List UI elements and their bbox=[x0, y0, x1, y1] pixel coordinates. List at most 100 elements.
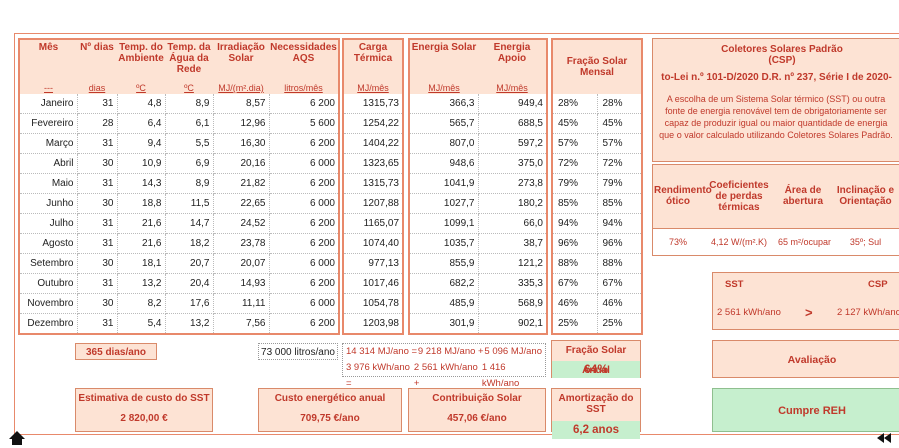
column-header: Nº dias bbox=[77, 39, 117, 83]
row: 485,9 568,9 bbox=[409, 293, 548, 314]
cell: 6 000 bbox=[269, 153, 340, 174]
total: 14 314 MJ/ano = bbox=[346, 346, 418, 357]
value: 2 820,00 € bbox=[120, 413, 168, 424]
header-row: Fração Solar Mensal bbox=[552, 39, 643, 94]
cell: 79% bbox=[597, 173, 643, 194]
csp-value: 35º; Sul bbox=[849, 236, 882, 247]
cell: 21,82 bbox=[213, 173, 270, 194]
unit-row: --- dias ºC ºC MJ/(m².dia) litros/mês bbox=[19, 83, 339, 94]
cell: 45% bbox=[552, 113, 598, 134]
row: 948,6 375,0 bbox=[409, 153, 548, 174]
cell: 94% bbox=[552, 213, 598, 234]
column-header: Temp. do Ambiente bbox=[117, 39, 165, 83]
cell: 807,0 bbox=[409, 133, 479, 154]
cell: 6 200 bbox=[269, 213, 340, 234]
cell: 31 bbox=[77, 173, 118, 194]
value: 709,75 €/ano bbox=[300, 413, 360, 424]
cell: 30 bbox=[77, 293, 118, 314]
sign: > bbox=[805, 305, 813, 320]
cell: 6,9 bbox=[165, 153, 214, 174]
label: Contribuição Solar bbox=[432, 393, 522, 404]
cell: 8,9 bbox=[165, 94, 214, 114]
value: 6,2 anos bbox=[552, 421, 640, 439]
row: Março 31 9,4 5,5 16,30 6 200 bbox=[19, 133, 340, 154]
total: 3 976 kWh/ano = bbox=[346, 362, 410, 389]
cell: 18,1 bbox=[117, 253, 166, 274]
column-header: Fração Solar Mensal bbox=[552, 39, 643, 94]
cell: 121,2 bbox=[478, 253, 548, 274]
cell: 96% bbox=[597, 233, 643, 254]
cell: 4,8 bbox=[117, 94, 166, 114]
cell: 14,3 bbox=[117, 173, 166, 194]
row: 67% 67% bbox=[552, 273, 643, 294]
annual-fraction: Fração Solar Anual 64% bbox=[551, 340, 641, 378]
total: 1 416 kWh/ano bbox=[481, 362, 520, 389]
evaluation: Avaliação bbox=[712, 340, 899, 378]
cell: 6,1 bbox=[165, 113, 214, 134]
energy-mj: 14 314 MJ/ano = 9 218 MJ/ano +5 096 MJ/an… bbox=[343, 344, 545, 360]
cell: 8,9 bbox=[165, 173, 214, 194]
csp-header: Coeficientes de perdas térmicas bbox=[703, 165, 775, 229]
cell: 14,93 bbox=[213, 273, 270, 294]
label: CSP bbox=[868, 279, 888, 290]
cell: 30 bbox=[77, 193, 118, 214]
header-row: Energia Solar Energia Apoio bbox=[409, 39, 547, 83]
cell: 902,1 bbox=[478, 313, 548, 335]
cell: 14,7 bbox=[165, 213, 214, 234]
row: 28% 28% bbox=[552, 94, 643, 114]
cell: 28% bbox=[597, 94, 643, 114]
total-liters: 73 000 litros/ano bbox=[258, 343, 338, 360]
cost-box: Contribuição Solar 457,06 €/ano bbox=[408, 388, 546, 432]
row: 855,9 121,2 bbox=[409, 253, 548, 274]
cell: Fevereiro bbox=[19, 113, 78, 134]
row: 1035,7 38,7 bbox=[409, 233, 548, 254]
row: 96% 96% bbox=[552, 233, 643, 254]
label: Estimativa de custo do SST bbox=[78, 393, 210, 404]
cell: 21,6 bbox=[117, 233, 166, 254]
row: 1404,22 bbox=[343, 133, 404, 154]
cost-box: Estimativa de custo do SST 2 820,00 € bbox=[75, 388, 213, 432]
cell: 6 000 bbox=[269, 193, 340, 214]
row: Outubro 31 13,2 20,4 14,93 6 200 bbox=[19, 273, 340, 294]
csp-note: A escolha de um Sistema Solar térmico (S… bbox=[659, 94, 893, 140]
column-header: Necessidades AQS bbox=[269, 39, 339, 83]
cell: Novembro bbox=[19, 293, 78, 314]
unit: dias bbox=[77, 83, 117, 94]
cell: 6 000 bbox=[269, 293, 340, 314]
value: 457,06 €/ano bbox=[447, 413, 507, 424]
cell: 1099,1 bbox=[409, 213, 479, 234]
csp-value: 4,12 W/(m².K) bbox=[710, 236, 767, 247]
unit: MJ/mês bbox=[478, 83, 547, 94]
header-row: Mês Nº dias Temp. do Ambiente Temp. da Água… bbox=[19, 39, 339, 83]
cell: Janeiro bbox=[19, 94, 78, 114]
cell: 5,4 bbox=[117, 313, 166, 335]
csp-subtitle: (CSP) bbox=[768, 55, 796, 66]
cell: 30 bbox=[77, 253, 118, 274]
energy-totals: 14 314 MJ/ano = 9 218 MJ/ano +5 096 MJ/an… bbox=[342, 343, 546, 389]
row: 366,3 949,4 bbox=[409, 94, 548, 114]
cell: 485,9 bbox=[409, 293, 479, 314]
cell: 23,78 bbox=[213, 233, 270, 254]
cell: 688,5 bbox=[478, 113, 548, 134]
energy-kwh: 3 976 kWh/ano = 2 561 kWh/ano +1 416 kWh/… bbox=[343, 360, 545, 392]
row: 94% 94% bbox=[552, 213, 643, 234]
row: 1054,78 bbox=[343, 293, 404, 314]
cell: 31 bbox=[77, 233, 118, 254]
row: 46% 46% bbox=[552, 293, 643, 314]
back-icon[interactable] bbox=[876, 432, 892, 444]
header-row: Carga Térmica bbox=[343, 39, 403, 83]
row: 1017,46 bbox=[343, 273, 404, 294]
unit: MJ/mês bbox=[409, 83, 478, 94]
home-icon[interactable] bbox=[8, 430, 26, 446]
cell: 6 000 bbox=[269, 253, 340, 274]
cell: 28 bbox=[77, 113, 118, 134]
cell: 79% bbox=[552, 173, 598, 194]
cell: 66,0 bbox=[478, 213, 548, 234]
cell: 8,57 bbox=[213, 94, 270, 114]
unit: ºC bbox=[117, 83, 165, 94]
cell: 16,30 bbox=[213, 133, 270, 154]
cell: 20,7 bbox=[165, 253, 214, 274]
row: 1165,07 bbox=[343, 213, 404, 234]
cell: 6,4 bbox=[117, 113, 166, 134]
